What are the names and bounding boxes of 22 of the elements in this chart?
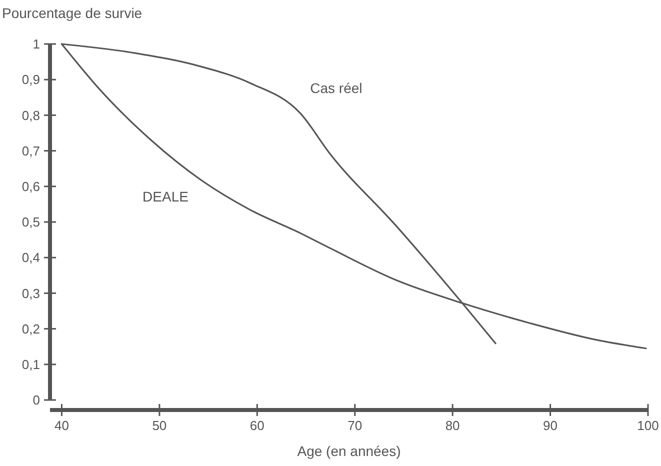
series-label: Cas réel [310,80,362,96]
y-tick-label: 0,7 [22,143,40,158]
x-tick-label: 80 [445,418,460,433]
y-tick-label: 1 [32,36,40,52]
x-tick-label: 100 [637,418,659,433]
x-tick-label: 70 [348,418,362,433]
y-tick-label: 0,8 [22,108,40,123]
y-tick-label: 0,6 [22,178,40,194]
x-tick-label: 40 [54,418,69,433]
y-tick-label: 0,3 [22,286,40,301]
x-tick-label: 90 [543,418,558,433]
y-tick-label: 0 [32,392,40,408]
y-tick-label: 0,4 [22,250,40,266]
y-tick-label: 0,5 [22,214,40,230]
y-axis-title: Pourcentage de survie [2,5,142,21]
x-tick-label: 50 [152,418,167,433]
x-axis-title: Age (en années) [297,443,401,459]
series-label: DEALE [142,188,188,205]
y-tick-label: 0,9 [22,72,40,88]
y-tick-label: 0,1 [22,356,40,372]
y-tick-label: 0,2 [22,321,40,336]
x-tick-label: 60 [250,418,264,433]
